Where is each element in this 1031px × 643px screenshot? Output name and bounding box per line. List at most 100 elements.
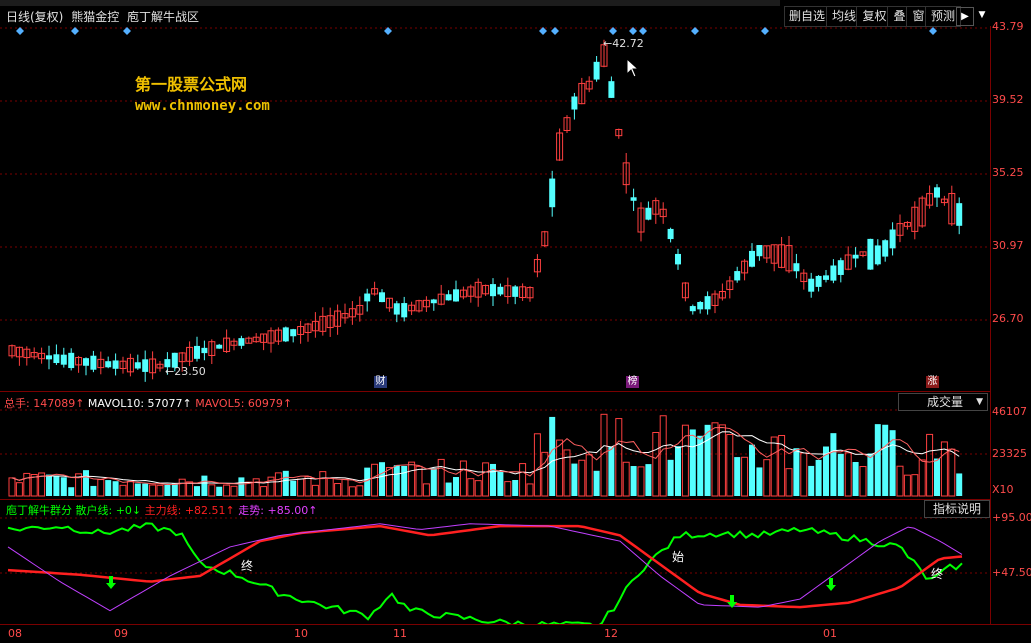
volume-selector-label: 成交量 — [927, 395, 964, 409]
volume-bar — [97, 479, 105, 497]
volume-bar — [53, 475, 60, 496]
candle-body — [571, 96, 578, 110]
volume-bar — [593, 470, 600, 496]
volume-bar — [68, 487, 75, 496]
volume-bar — [134, 483, 141, 496]
volume-unit: X10 — [992, 483, 1014, 496]
candle-body — [556, 132, 564, 161]
mavol5: MAVOL5: 60979↑ — [195, 397, 293, 410]
volume-bar — [533, 433, 541, 497]
candlestick-chart[interactable] — [0, 0, 991, 642]
volume-bar — [267, 476, 275, 497]
volume-bar — [956, 473, 963, 496]
volume-bar — [319, 471, 327, 497]
volume-bar — [659, 415, 667, 497]
candle-body — [208, 341, 216, 356]
volume-bar — [149, 484, 157, 497]
diamond-marker — [639, 27, 647, 35]
event-marker-limit-up[interactable]: 涨 — [926, 376, 939, 388]
candle-body — [497, 286, 504, 295]
candle-body — [149, 358, 157, 374]
volume-bar — [815, 459, 822, 496]
volume-total: 总手: 147089↑ — [4, 397, 85, 410]
candle-body — [675, 253, 681, 265]
volume-selector[interactable]: 成交量 ▼ — [898, 393, 988, 411]
volume-bar — [615, 418, 623, 497]
volume-bar — [401, 465, 408, 496]
window-control-icon[interactable]: ▶ — [956, 7, 974, 26]
event-marker-finance[interactable]: 财 — [374, 376, 387, 388]
diamond-marker — [629, 27, 637, 35]
volume-bar — [46, 474, 52, 496]
candle-body — [526, 287, 534, 299]
diamond-marker — [691, 27, 699, 35]
candle-body — [326, 315, 334, 329]
volume-bar — [297, 478, 305, 497]
volume-bar — [83, 470, 89, 496]
diamond-marker — [761, 27, 769, 35]
toolbar-button-4[interactable]: 窗 — [906, 6, 931, 27]
candle-body — [482, 284, 490, 295]
candle-body — [83, 358, 89, 366]
candle-body — [408, 304, 416, 312]
volume-bar — [186, 481, 194, 497]
candle-body — [889, 229, 896, 249]
dropdown-arrow-icon[interactable]: ▼ — [978, 10, 986, 20]
volume-bar — [734, 457, 741, 496]
retail-line-value: 散户线: +0↓ — [75, 504, 142, 517]
candle-body — [681, 282, 689, 299]
retail-line — [7, 522, 963, 629]
volume-bar — [208, 484, 216, 497]
volume-bar — [793, 448, 800, 496]
volume-bar — [556, 439, 564, 497]
candle-body — [437, 293, 445, 305]
candle-body — [578, 82, 586, 105]
volume-bar — [142, 483, 149, 496]
event-marker-board[interactable]: 榜 — [626, 376, 639, 388]
buy-arrow-icon — [727, 595, 737, 608]
indicator-help-button[interactable]: 指标说明 — [924, 500, 990, 518]
volume-bar — [422, 483, 430, 497]
candle-body — [430, 299, 437, 304]
candle-body — [445, 294, 452, 301]
volume-bar — [75, 473, 83, 497]
diamond-marker — [551, 27, 559, 35]
volume-bar — [749, 444, 755, 496]
candle-body — [948, 192, 956, 225]
candle-body — [734, 271, 741, 281]
volume-bar — [541, 451, 549, 497]
volume-bar — [453, 477, 459, 496]
volume-bar — [874, 424, 881, 496]
candle-body — [815, 275, 822, 287]
candle-body — [60, 354, 67, 365]
chart-title: 日线(复权) 熊猫金控 庖丁解牛战区 — [6, 8, 203, 25]
volume-bar — [474, 480, 482, 497]
volume-bar — [823, 446, 829, 496]
candle-body — [223, 337, 231, 352]
candle-body — [290, 329, 297, 337]
candle-body — [97, 358, 105, 369]
toolbar-button-1[interactable]: 均线 — [826, 6, 862, 27]
period-label[interactable]: 日线(复权) — [6, 10, 64, 24]
toolbar-button-0[interactable]: 删自选 — [784, 6, 830, 27]
diamond-marker — [929, 27, 937, 35]
diamond-marker — [539, 27, 547, 35]
volume-bar — [379, 462, 385, 496]
panel-divider — [0, 391, 991, 392]
main-force-value: 主力线: +82.51↑ — [144, 504, 235, 517]
volume-bar — [844, 452, 852, 497]
candle-body — [615, 128, 623, 137]
volume-bar — [282, 470, 289, 496]
toolbar-button-2[interactable]: 复权 — [856, 6, 893, 27]
candle-body — [156, 363, 164, 369]
volume-bar — [393, 465, 400, 496]
volume-bar — [201, 475, 208, 496]
candle-body — [874, 245, 881, 265]
volume-bar — [918, 459, 926, 497]
candle-body — [134, 362, 141, 369]
volume-bar — [15, 482, 23, 497]
candle-body — [68, 352, 75, 369]
toolbar-button-5[interactable]: 预测 — [925, 6, 961, 27]
volume-bar — [608, 446, 615, 496]
candle-body — [852, 254, 859, 259]
